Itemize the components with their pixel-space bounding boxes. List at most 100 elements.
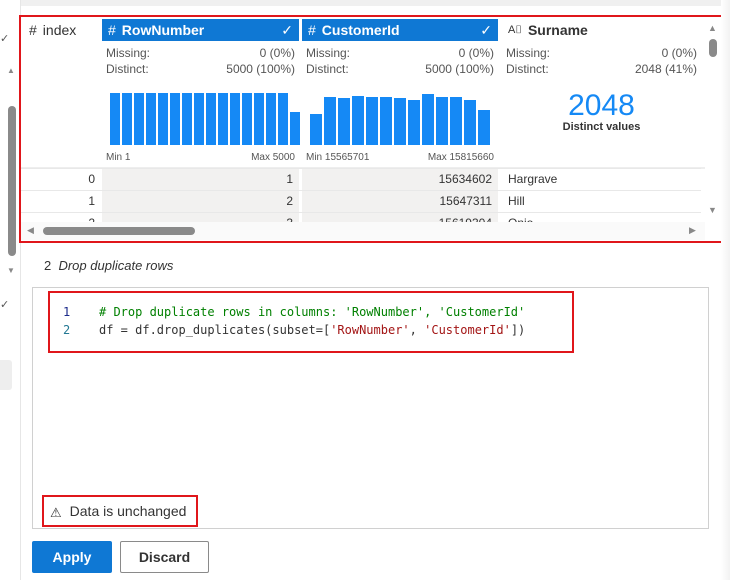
histogram-bar [352, 95, 364, 145]
cell-index[interactable]: 1 [88, 194, 95, 208]
column-index[interactable]: # index [23, 19, 101, 167]
table-row[interactable]: 0 1 15634602 Hargrave [21, 168, 701, 191]
check-icon: ✓ [0, 33, 10, 45]
column-name: Surname [527, 22, 588, 38]
hash-icon: # [29, 22, 37, 38]
left-panel: ✓ ▲ ▼ ✓ [0, 0, 21, 580]
status-message: ⚠ Data is unchanged [42, 495, 198, 527]
step-title: Drop duplicate rows [58, 258, 174, 273]
text-type-icon: A⌷ [508, 23, 522, 36]
cell-customerid[interactable]: 15647311 [302, 191, 498, 213]
histogram-bar [366, 96, 378, 145]
vertical-scrollbar-thumb[interactable] [709, 39, 717, 57]
distinct-value: 5000 (100%) [425, 62, 494, 76]
step-header: 2 Drop duplicate rows [44, 258, 173, 273]
step-number: 2 [44, 258, 52, 273]
scroll-down-icon[interactable]: ▼ [708, 205, 717, 215]
status-text: Data is unchanged [69, 503, 187, 519]
histogram [110, 91, 300, 145]
histogram-bar [450, 96, 462, 145]
histogram-bar [422, 94, 434, 145]
code-line-1: 1 # Drop duplicate rows in columns: 'RowN… [63, 303, 525, 321]
horizontal-scrollbar[interactable]: ◀ ▶ [21, 222, 705, 240]
histogram-bar [408, 100, 420, 145]
cell-customerid[interactable]: 15634602 [302, 169, 498, 191]
vertical-scrollbar[interactable]: ▲ ▼ [705, 17, 722, 222]
column-customerid[interactable]: # CustomerId ✓ Missing: 0 (0%) Distinct: 500… [302, 19, 498, 167]
distinct-value: 2048 (41%) [634, 62, 697, 76]
apply-button[interactable]: Apply [32, 541, 112, 573]
histogram-bar [278, 93, 288, 145]
distinct-label: Distinct: [106, 62, 149, 76]
code-editor[interactable]: 1 # Drop duplicate rows in columns: 'RowN… [32, 287, 709, 529]
column-name: index [42, 22, 77, 38]
code-text: , [409, 323, 425, 337]
code-string: 'CustomerId' [424, 323, 511, 337]
hash-icon: # [308, 22, 316, 38]
histogram-bar [436, 96, 448, 145]
line-number: 2 [63, 323, 71, 337]
distinct-values-label: Distinct values [562, 121, 641, 133]
histogram-bar [338, 98, 350, 145]
horizontal-scrollbar-thumb[interactable] [43, 227, 195, 235]
code-comment: # Drop duplicate rows in columns: 'RowNu… [99, 305, 526, 319]
check-icon: ✓ [281, 21, 293, 38]
histogram-bar [266, 93, 276, 145]
missing-label: Missing: [506, 46, 551, 60]
distinct-count: 2048 [568, 89, 635, 122]
histogram-bar [206, 93, 216, 145]
code-text: df = df.drop_duplicates(subset=[ [99, 323, 331, 337]
right-edge [721, 0, 730, 580]
top-border [0, 0, 730, 6]
scroll-right-icon[interactable]: ▶ [689, 225, 696, 235]
left-panel-item[interactable] [0, 360, 12, 390]
histogram-bar [110, 93, 120, 145]
distinct-label: Distinct: [506, 62, 549, 76]
table-row[interactable]: 1 2 15647311 Hill [21, 190, 701, 213]
missing-label: Missing: [106, 46, 151, 60]
histogram-bar [182, 93, 192, 145]
scroll-left-icon[interactable]: ◀ [27, 225, 34, 235]
code-string: 'RowNumber' [330, 323, 410, 337]
scroll-up-icon[interactable]: ▲ [7, 66, 15, 75]
check-icon: ✓ [0, 299, 10, 311]
histogram-bar [194, 93, 204, 145]
cell-surname[interactable]: Hargrave [508, 172, 558, 186]
code-line-2: 2 df = df.drop_duplicates(subset=['RowNum… [63, 321, 525, 339]
histogram-bar [158, 93, 168, 145]
max-label: Max 5000 [251, 152, 295, 163]
histogram-bar [146, 93, 156, 145]
histogram-bar [254, 93, 264, 145]
cell-surname[interactable]: Hill [508, 194, 525, 208]
histogram-bar [324, 96, 336, 145]
column-rownumber[interactable]: # RowNumber ✓ Missing: 0 (0%) Distinct: 5000… [102, 19, 300, 167]
histogram-bar [310, 113, 322, 145]
scroll-up-icon[interactable]: ▲ [708, 23, 717, 33]
data-grid: # index # RowNumber ✓ Missing: 0 (0%) Distin… [21, 17, 722, 240]
scroll-down-icon[interactable]: ▼ [7, 266, 15, 275]
distinct-value: 5000 (100%) [226, 62, 295, 76]
code-highlight [48, 291, 574, 353]
warning-icon: ⚠ [50, 504, 62, 520]
cell-index[interactable]: 0 [88, 172, 95, 186]
column-surname[interactable]: A⌷ Surname Missing: 0 (0%) Distinct: 2048 (… [502, 19, 701, 167]
missing-value: 0 (0%) [458, 46, 494, 60]
distinct-label: Distinct: [306, 62, 349, 76]
cell-rownumber[interactable]: 2 [102, 191, 299, 213]
missing-label: Missing: [306, 46, 351, 60]
cell-rownumber[interactable]: 1 [102, 169, 299, 191]
check-icon: ✓ [480, 21, 492, 38]
histogram-bar [290, 112, 300, 145]
column-name: RowNumber [121, 22, 205, 38]
histogram-bar [122, 93, 132, 145]
line-number: 1 [63, 305, 71, 319]
discard-button[interactable]: Discard [120, 541, 209, 573]
histogram-bar [394, 98, 406, 145]
min-label: Min 15565701 [306, 152, 370, 163]
max-label: Max 15815660 [427, 152, 494, 163]
missing-value: 0 (0%) [661, 46, 697, 60]
left-scrollbar-thumb[interactable] [8, 106, 16, 256]
hash-icon: # [108, 22, 116, 38]
histogram-bar [170, 93, 180, 145]
code-text: ]) [510, 323, 526, 337]
